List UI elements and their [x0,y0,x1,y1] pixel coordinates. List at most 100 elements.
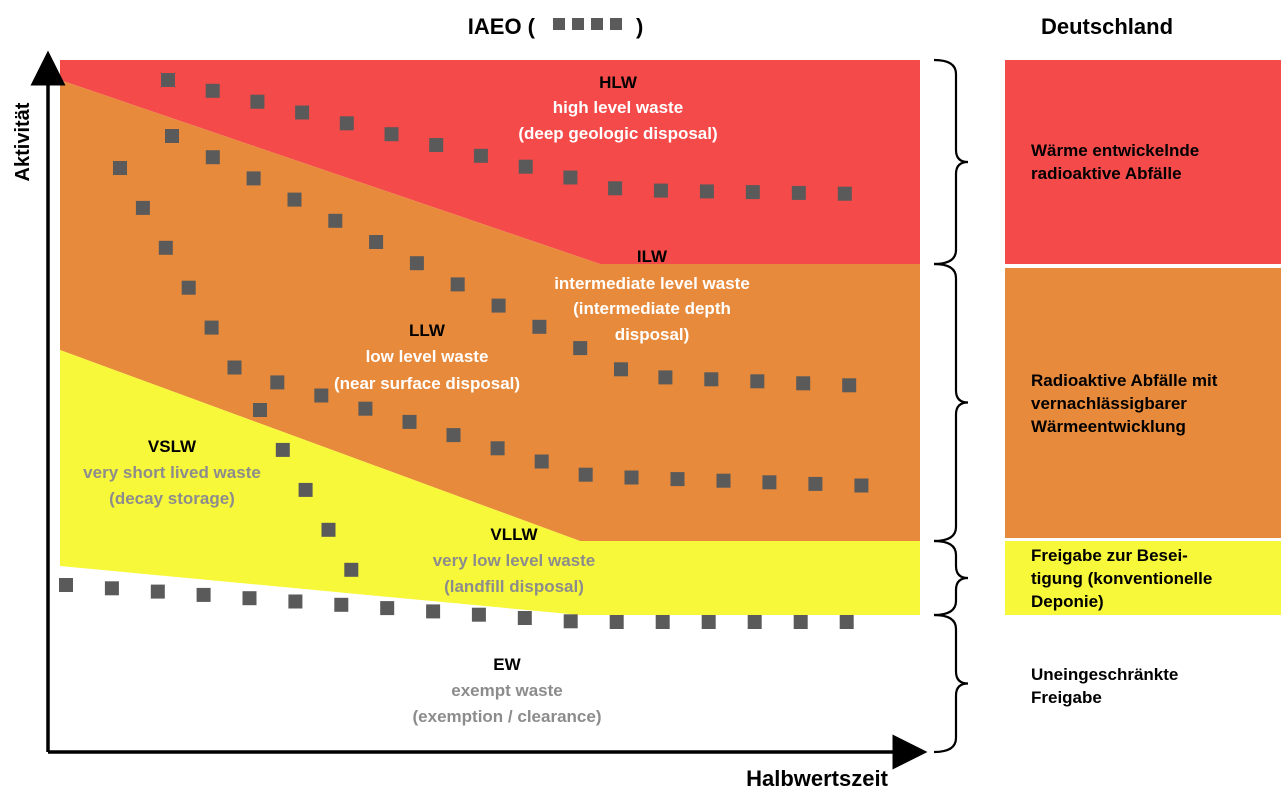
boundary-dot [314,388,329,403]
boundary-dot [150,584,165,599]
boundary-dot [842,378,857,393]
boundary-dot [321,522,336,537]
boundary-dot [854,478,869,493]
boundary-dot [334,597,349,612]
llw-desc: (near surface disposal) [334,374,520,393]
boundary-dot [745,185,760,200]
boundary-dot [563,614,578,629]
ilw-llw-region [60,80,920,541]
boundary-dot [518,159,533,174]
iaeo-hlw-boundary [161,73,852,201]
boundary-dot [205,150,220,165]
boundary-dot [270,375,285,390]
boundary-dot [181,280,196,295]
hlw-name: high level waste [553,98,683,117]
llw-label: LLW low level waste (near surface dispos… [334,321,520,393]
germany-negligible-heat-box: Radioaktive Abfälle mit vernachlässigbar… [1005,268,1281,538]
boundary-dot [701,615,716,629]
boundary-dot [450,277,465,292]
boundary-dot [670,472,685,487]
boundary-dot [328,213,343,228]
boundary-dot [242,591,257,606]
hlw-abbr: HLW [599,73,638,92]
germany-negligible-heat-text: Radioaktive Abfälle mit vernachlässigbar… [1031,370,1218,436]
llw-name: low level waste [366,347,489,366]
boundary-dot [563,170,578,185]
boundary-dot [793,615,808,629]
boundary-dot [275,442,290,457]
germany-heat-generating-box: Wärme entwickelnde radioaktive Abfälle [1005,60,1281,264]
boundary-dot [796,376,811,391]
boundary-dot [624,470,639,485]
boundary-dot [517,611,532,625]
germany-unrestricted-clearance-box: Uneingeschränkte Freigabe [1005,618,1281,754]
iaeo-ew-boundary [59,578,854,629]
boundary-dot [339,116,354,131]
boundary-dot [490,441,505,456]
vslw-abbr: VSLW [148,437,197,456]
vslw-label: VSLW very short lived waste (decay stora… [83,437,261,508]
boundary-dot [165,129,179,143]
boundary-dot [658,370,673,385]
boundary-dot [471,607,486,622]
brace-unrestricted [933,613,969,754]
boundary-dot [578,467,593,482]
boundary-dot [369,235,384,249]
boundary-dot [750,374,765,389]
boundary-dot [59,578,73,592]
boundary-dot [409,256,424,271]
ilw-name: intermediate level waste [554,274,750,293]
boundary-dot [791,185,806,200]
boundary-dot [446,428,461,443]
boundary-dot [716,473,731,488]
vllw-label: VLLW very low level waste (landfill disp… [433,525,596,596]
hlw-region [60,60,920,264]
x-axis-label: Halbwertszeit [746,766,888,791]
germany-unrestricted-clearance-text: Uneingeschränkte Freigabe [1031,665,1179,707]
vslw-name: very short lived waste [83,463,261,482]
ew-abbr: EW [493,655,521,674]
germany-heat-generating-text: Wärme entwickelnde radioaktive Abfälle [1031,141,1200,183]
germany-clearance-disposal-text: Freigabe zur Besei- tigung (konventionel… [1031,545,1213,611]
ilw-abbr: ILW [637,247,668,266]
boundary-dot [205,83,220,98]
boundary-dot [699,184,714,199]
vllw-desc: (landfill disposal) [444,577,584,596]
boundary-dot [380,601,395,616]
ilw-desc-1: (intermediate depth [573,299,731,318]
boundary-dot [837,186,852,201]
ew-name: exempt waste [451,681,563,700]
vllw-abbr: VLLW [490,525,538,544]
boundary-dot [426,604,441,619]
vslw-desc: (decay storage) [109,489,235,508]
boundary-dot [227,360,242,375]
boundary-dot [808,476,823,491]
boundary-dot [246,171,261,186]
ilw-label: ILW intermediate level waste (intermedia… [554,247,750,344]
braces [933,58,969,754]
boundary-dot [747,615,762,629]
boundary-dot [358,401,373,416]
boundary-dot [762,475,777,490]
germany-title: Deutschland [1041,14,1173,39]
iaeo-title-close: ) [636,14,643,39]
boundary-dot [113,161,127,175]
boundary-dot [534,454,549,469]
boundary-dot [295,105,310,120]
boundary-dot [250,94,265,109]
boundary-dot [196,587,211,602]
boundary-dot [609,615,624,629]
boundary-dot [704,372,719,387]
iaeo-vslw-boundary [253,403,359,577]
germany-clearance-disposal-box: Freigabe zur Besei- tigung (konventionel… [1005,541,1281,615]
boundary-dot [135,200,150,215]
boundary-dot [344,562,359,577]
ew-label: EW exempt waste (exemption / clearance) [413,655,602,726]
ew-desc: (exemption / clearance) [413,707,602,726]
vllw-name: very low level waste [433,551,596,570]
llw-abbr: LLW [409,321,446,340]
boundary-dot [298,482,313,497]
boundary-dot [614,362,628,377]
iaeo-legend-dots [553,18,622,30]
